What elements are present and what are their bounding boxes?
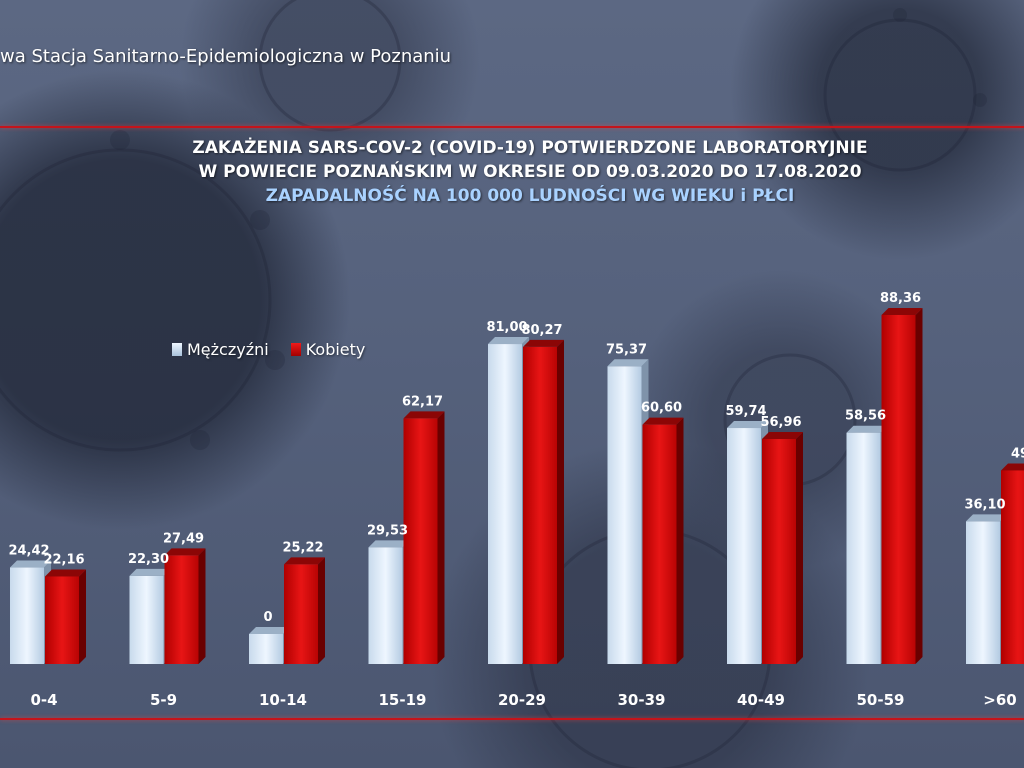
value-label-men->60: 36,10 [964,497,1005,512]
value-label-men-20-29: 81,00 [486,320,527,335]
bar-men-10-14 [249,634,283,664]
bar-women-20-29 [523,346,557,664]
category-label-5-9: 5-9 [150,691,177,709]
legend-label-men: Mężczyźni [187,340,269,359]
bar-side-women-15-19 [437,411,445,664]
bar-men-50-59 [846,432,881,664]
bar-side-women-5-9 [198,548,206,664]
bar-side-women-10-14 [318,557,325,664]
category-label-10-14: 10-14 [259,691,307,709]
bottom-divider [0,718,1024,720]
value-label-women-10-14: 25,22 [282,540,323,555]
value-label-men-50-59: 58,56 [845,409,886,424]
value-label-men-10-14: 0 [263,610,272,625]
legend-item-women: Kobiety [290,340,366,359]
organization-label: wa Stacja Sanitarno-Epidemiologiczna w P… [0,46,452,67]
category-label-50-59: 50-59 [857,691,905,709]
bars-layer [10,307,1024,664]
bar-men-5-9 [129,575,164,664]
bar-women->60 [1001,470,1024,664]
bar-top-men->60 [966,514,1007,522]
bar-top-men-50-59 [846,425,888,433]
category-label-20-29: 20-29 [498,691,546,709]
chart-legend: Mężczyźni Kobiety [172,340,387,359]
bar-top-women-20-29 [523,339,564,347]
bar-men-30-39 [607,366,642,664]
bar-women-15-19 [403,418,438,664]
category-label->60: >60 [983,691,1016,709]
bar-women-0-4 [45,576,79,664]
bar-top-men-40-49 [727,421,768,429]
value-label-women-40-49: 56,96 [760,415,801,430]
bar-top-women-40-49 [762,432,803,440]
legend-label-women: Kobiety [305,340,366,359]
bar-top-women-0-4 [45,569,86,577]
bar-women-10-14 [284,564,318,664]
bar-top-women-10-14 [284,557,325,565]
value-label-men-15-19: 29,53 [367,523,408,538]
bar-women-30-39 [642,424,677,664]
category-label-15-19: 15-19 [379,691,427,709]
bar-side-women-50-59 [915,307,923,664]
value-label-women-20-29: 80,27 [521,323,562,338]
bar-side-women-0-4 [79,569,86,664]
bar-top-men-30-39 [607,359,649,367]
value-label-women->60: 49 [1011,446,1024,461]
bar-top-men-0-4 [10,560,51,568]
bar-side-women-20-29 [557,339,564,664]
legend-swatch-women [290,343,301,356]
value-label-women-50-59: 88,36 [880,291,921,306]
bar-women-40-49 [762,439,796,664]
category-labels-layer: 0-4 5-9 10-14 15-19 20-29 30-39 40-49 50-59 >60 [30,691,1016,709]
value-label-men-30-39: 75,37 [606,342,647,357]
bar-men-20-29 [488,344,522,664]
bar-top-men-15-19 [368,540,410,548]
chart-title-block: ZAKAŻENIA SARS-COV-2 (COVID-19) POTWIERD… [0,136,1024,208]
chart-title-line-1: ZAKAŻENIA SARS-COV-2 (COVID-19) POTWIERD… [192,138,868,158]
bar-top-women->60 [1001,463,1024,471]
legend-item-men: Mężczyźni [172,340,269,359]
chart-title-line-2: W POWIECIE POZNAŃSKIM W OKRESIE OD 09.03… [198,162,862,182]
bar-top-women-15-19 [403,411,445,419]
bar-men-0-4 [10,567,44,664]
legend-swatch-men [172,343,182,356]
bar-men-40-49 [727,428,761,664]
value-label-women-30-39: 60,60 [641,401,682,416]
value-label-men-0-4: 24,42 [8,544,49,559]
bar-top-men-20-29 [488,337,529,345]
bar-top-women-5-9 [164,548,206,556]
bar-women-50-59 [881,314,916,664]
value-label-women-0-4: 22,16 [43,552,84,567]
category-label-40-49: 40-49 [737,691,785,709]
bar-men->60 [966,521,1000,664]
top-divider [0,126,1024,128]
value-label-men-5-9: 22,30 [128,552,169,567]
bar-men-15-19 [368,547,403,664]
bar-women-5-9 [164,555,199,664]
bar-top-men-5-9 [129,568,171,576]
bar-side-women-30-39 [676,417,684,664]
chart-subtitle: ZAPADALNOŚĆ NA 100 000 LUDNOŚCI WG WIEKU… [265,186,795,206]
bar-top-men-10-14 [249,627,290,634]
bar-side-women-40-49 [796,432,803,664]
category-label-0-4: 0-4 [30,691,57,709]
bar-top-women-50-59 [881,307,923,315]
value-label-women-5-9: 27,49 [163,531,204,546]
bar-top-women-30-39 [642,417,684,425]
category-label-30-39: 30-39 [618,691,666,709]
value-label-women-15-19: 62,17 [402,394,443,409]
value-label-men-40-49: 59,74 [725,404,766,419]
